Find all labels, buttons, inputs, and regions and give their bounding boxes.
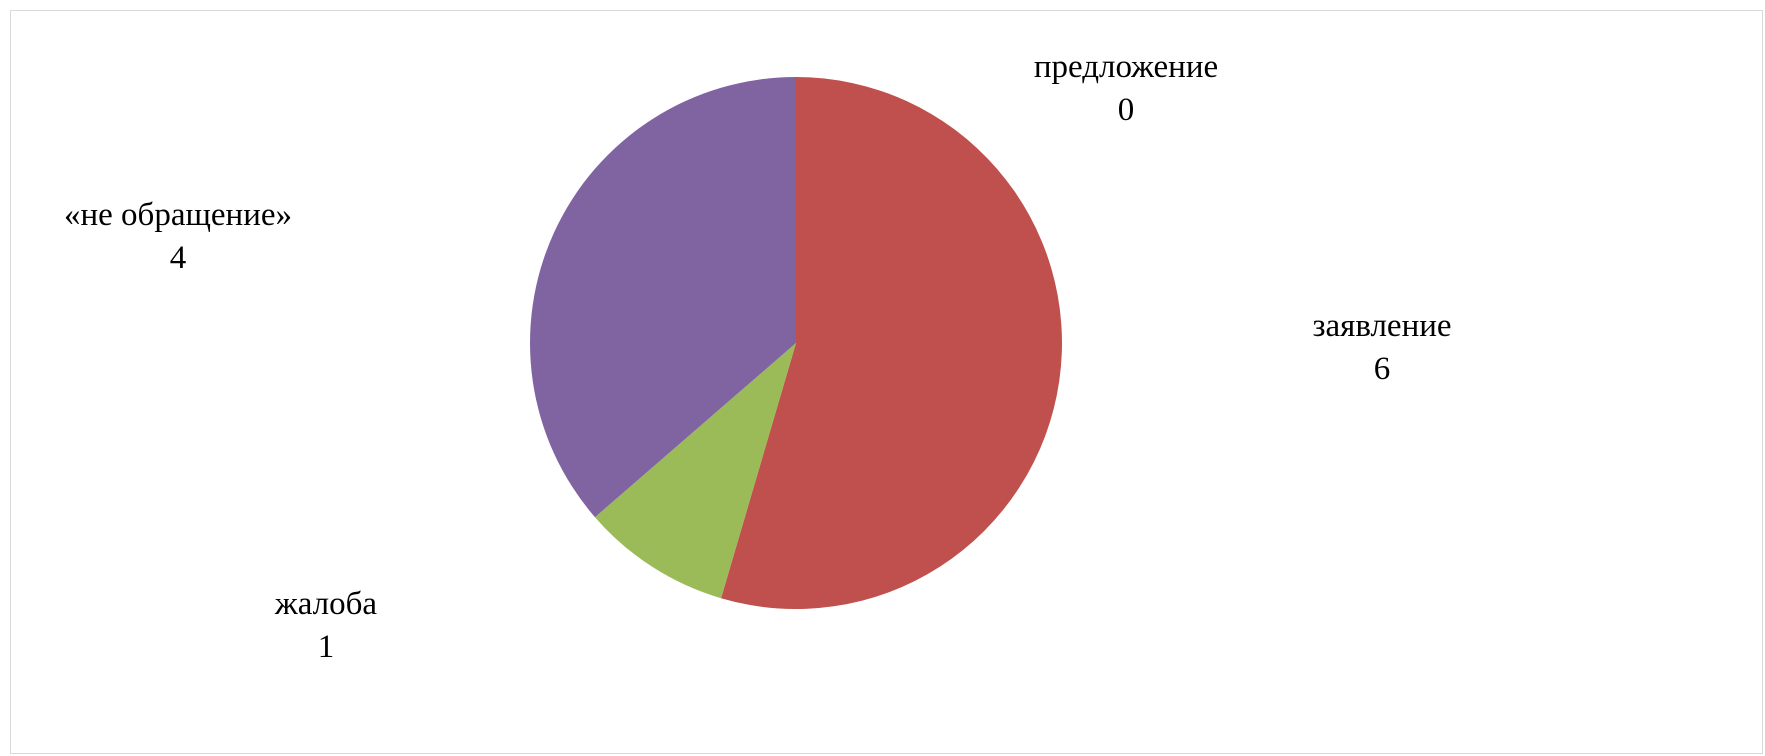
data-label-category: жалоба [274,586,378,622]
data-label-category: заявление [1312,308,1452,344]
pie-slice-2 [721,77,1062,609]
data-label-category: предложение [1033,49,1219,85]
data-label-ne-obrashchenie: «не обращение» 4 [64,194,292,280]
data-label-value: 0 [1117,92,1135,128]
pie-slice-3 [594,343,796,599]
data-label-zayavlenie: заявление 6 [1312,305,1451,391]
data-label-predlozhenie: предложение 0 [1034,46,1218,132]
data-label-value: 1 [317,629,335,665]
data-label-zhaloba: жалоба 1 [275,583,377,669]
pie-slice-4 [530,77,796,518]
data-label-value: 6 [1373,351,1391,387]
data-label-value: 4 [169,240,187,276]
data-label-category: «не обращение» [63,197,293,233]
